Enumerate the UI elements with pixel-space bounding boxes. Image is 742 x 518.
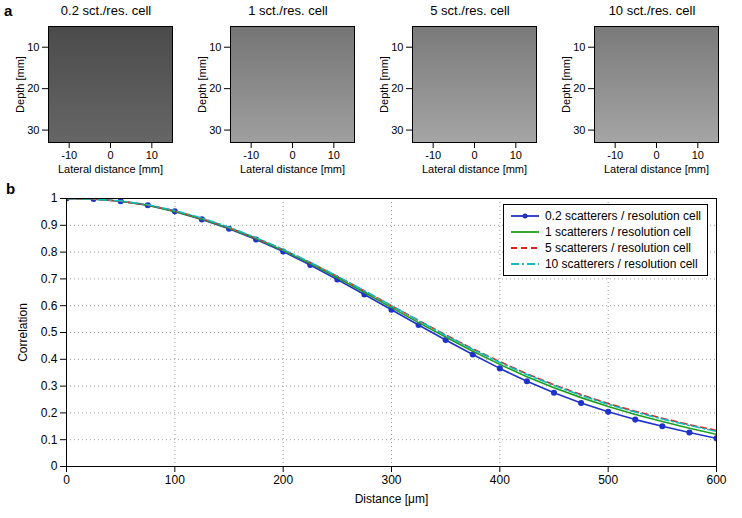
svg-text:0: 0 (471, 149, 477, 161)
html-text:10 scatterers / resolution cel: 10 scatterers / resolution cell (544, 257, 698, 271)
svg-text:20: 20 (573, 82, 585, 94)
svg-text:20: 20 (27, 82, 39, 94)
svg-text:400: 400 (490, 473, 510, 487)
svg-text:Depth [mm]: Depth [mm] (196, 56, 208, 113)
svg-text:30: 30 (573, 124, 585, 136)
svg-text:100: 100 (165, 473, 185, 487)
svg-text:1: 1 (51, 191, 58, 205)
html-text:a: a (4, 2, 13, 19)
svg-text:10: 10 (391, 41, 403, 53)
svg-text:30: 30 (27, 124, 39, 136)
svg-text:0: 0 (653, 149, 659, 161)
svg-text:Depth [mm]: Depth [mm] (560, 56, 572, 113)
html-text:0.2 scatterers / resolution ce: 0.2 scatterers / resolution cell (544, 209, 701, 223)
svg-text:0.8: 0.8 (41, 245, 58, 259)
svg-text:Depth [mm]: Depth [mm] (14, 56, 26, 113)
svg-text:0.2: 0.2 (41, 406, 58, 420)
svg-text:-10: -10 (607, 149, 623, 161)
svg-text:300: 300 (381, 473, 401, 487)
html-text:1 scatterers / resolution cell: 1 scatterers / resolution cell (544, 225, 691, 239)
svg-text:-10: -10 (61, 149, 77, 161)
svg-text:0: 0 (107, 149, 113, 161)
svg-text:Lateral distance [mm]: Lateral distance [mm] (604, 163, 709, 175)
svg-text:30: 30 (209, 124, 221, 136)
svg-text:0: 0 (289, 149, 295, 161)
svg-text:600: 600 (706, 473, 726, 487)
svg-text:Correlation: Correlation (16, 303, 30, 362)
svg-text:-10: -10 (425, 149, 441, 161)
svg-text:Lateral distance [mm]: Lateral distance [mm] (58, 163, 163, 175)
svg-text:30: 30 (391, 124, 403, 136)
svg-text:10: 10 (27, 41, 39, 53)
svg-text:0.5: 0.5 (41, 325, 58, 339)
svg-text:10: 10 (573, 41, 585, 53)
html-text:10 sct./res. cell: 10 sct./res. cell (608, 3, 696, 18)
svg-text:Distance [μm]: Distance [μm] (355, 492, 429, 506)
svg-text:20: 20 (391, 82, 403, 94)
svg-text:-10: -10 (243, 149, 259, 161)
html-text:5 scatterers / resolution cell: 5 scatterers / resolution cell (544, 241, 691, 255)
svg-text:10: 10 (510, 149, 522, 161)
svg-text:0: 0 (63, 473, 70, 487)
svg-text:10: 10 (692, 149, 704, 161)
svg-text:Lateral distance [mm]: Lateral distance [mm] (240, 163, 345, 175)
svg-text:Depth [mm]: Depth [mm] (378, 56, 390, 113)
svg-text:0.4: 0.4 (41, 352, 58, 366)
svg-text:0.1: 0.1 (41, 433, 58, 447)
svg-text:500: 500 (598, 473, 618, 487)
svg-text:0.3: 0.3 (41, 379, 58, 393)
svg-text:0.9: 0.9 (41, 218, 58, 232)
svg-text:0: 0 (51, 459, 58, 473)
svg-text:0.7: 0.7 (41, 272, 58, 286)
svg-text:200: 200 (273, 473, 293, 487)
svg-text:20: 20 (209, 82, 221, 94)
html-text:5 sct./res. cell: 5 sct./res. cell (430, 3, 510, 18)
svg-text:0.6: 0.6 (41, 299, 58, 313)
html-text:0.2 sct./res. cell: 0.2 sct./res. cell (60, 3, 152, 18)
svg-text:Lateral distance [mm]: Lateral distance [mm] (422, 163, 527, 175)
svg-text:10: 10 (209, 41, 221, 53)
svg-text:10: 10 (146, 149, 158, 161)
html-text:b: b (6, 180, 16, 197)
svg-text:10: 10 (328, 149, 340, 161)
html-text:1 sct./res. cell: 1 sct./res. cell (248, 3, 328, 18)
